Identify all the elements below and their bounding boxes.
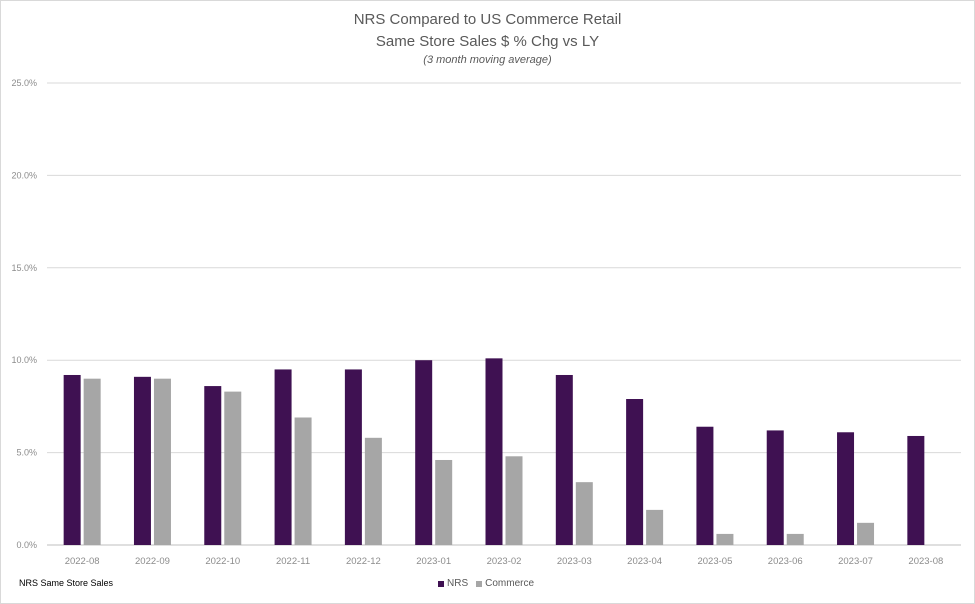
chart-subtitle: Same Store Sales $ % Chg vs LY (375, 33, 600, 50)
x-tick-label: 2023-04 (627, 556, 662, 567)
chart-legend: NRS Commerce (438, 578, 542, 589)
x-tick-label: 2023-03 (557, 556, 592, 567)
bar-nrs (133, 376, 151, 545)
x-tick-label: 2023-01 (416, 556, 451, 567)
bar-nrs (63, 374, 81, 545)
y-tick-label: 20.0% (11, 170, 37, 180)
y-tick-label: 10.0% (11, 355, 37, 365)
bar-commerce (857, 522, 875, 545)
bar-nrs (415, 360, 433, 545)
bar-nrs (204, 386, 222, 545)
chart-note: (3 month moving average) (423, 54, 552, 66)
x-tick-label: 2023-07 (838, 556, 873, 567)
legend-swatch-commerce (476, 580, 483, 587)
bar-nrs (344, 369, 362, 545)
chart-footnote: NRS Same Store Sales (19, 578, 114, 588)
bar-nrs (696, 426, 714, 545)
y-tick-label: 0.0% (16, 540, 37, 550)
bar-commerce (294, 417, 312, 545)
bar-commerce (153, 378, 171, 545)
bar-nrs (626, 399, 644, 545)
bar-nrs (907, 435, 925, 545)
legend-label-nrs: NRS (447, 578, 469, 589)
legend-swatch-nrs (438, 580, 444, 587)
bar-nrs (485, 358, 503, 545)
x-tick-label: 2022-10 (205, 556, 240, 567)
y-tick-label: 5.0% (16, 448, 37, 458)
x-tick-label: 2022-08 (65, 556, 100, 567)
x-tick-label: 2022-09 (135, 556, 170, 567)
bar-commerce (83, 378, 101, 545)
bar-nrs (555, 374, 573, 545)
legend-item-commerce: Commerce (476, 578, 534, 589)
legend-label-commerce: Commerce (485, 578, 535, 589)
x-tick-label: 2022-11 (276, 556, 310, 567)
bar-commerce (224, 391, 242, 545)
chart-title: NRS Compared to US Commerce Retail (353, 11, 622, 28)
bar-nrs (766, 430, 784, 545)
x-tick-label: 2023-08 (908, 556, 943, 567)
bar-commerce (364, 437, 382, 545)
x-tick-label: 2022-12 (346, 556, 381, 567)
bar-commerce (435, 459, 453, 545)
bar-nrs (274, 369, 292, 545)
bar-commerce (786, 533, 804, 545)
bar-nrs (837, 432, 855, 545)
bar-commerce (575, 482, 593, 545)
bar-commerce (716, 533, 734, 545)
legend-item-nrs: NRS (438, 578, 468, 589)
y-tick-label: 15.0% (11, 263, 37, 273)
x-tick-label: 2023-05 (697, 556, 732, 567)
y-tick-label: 25.0% (11, 78, 37, 88)
x-tick-label: 2023-06 (768, 556, 803, 567)
bar-commerce (646, 509, 664, 545)
bar-commerce (505, 456, 523, 545)
x-tick-label: 2023-02 (487, 556, 522, 567)
